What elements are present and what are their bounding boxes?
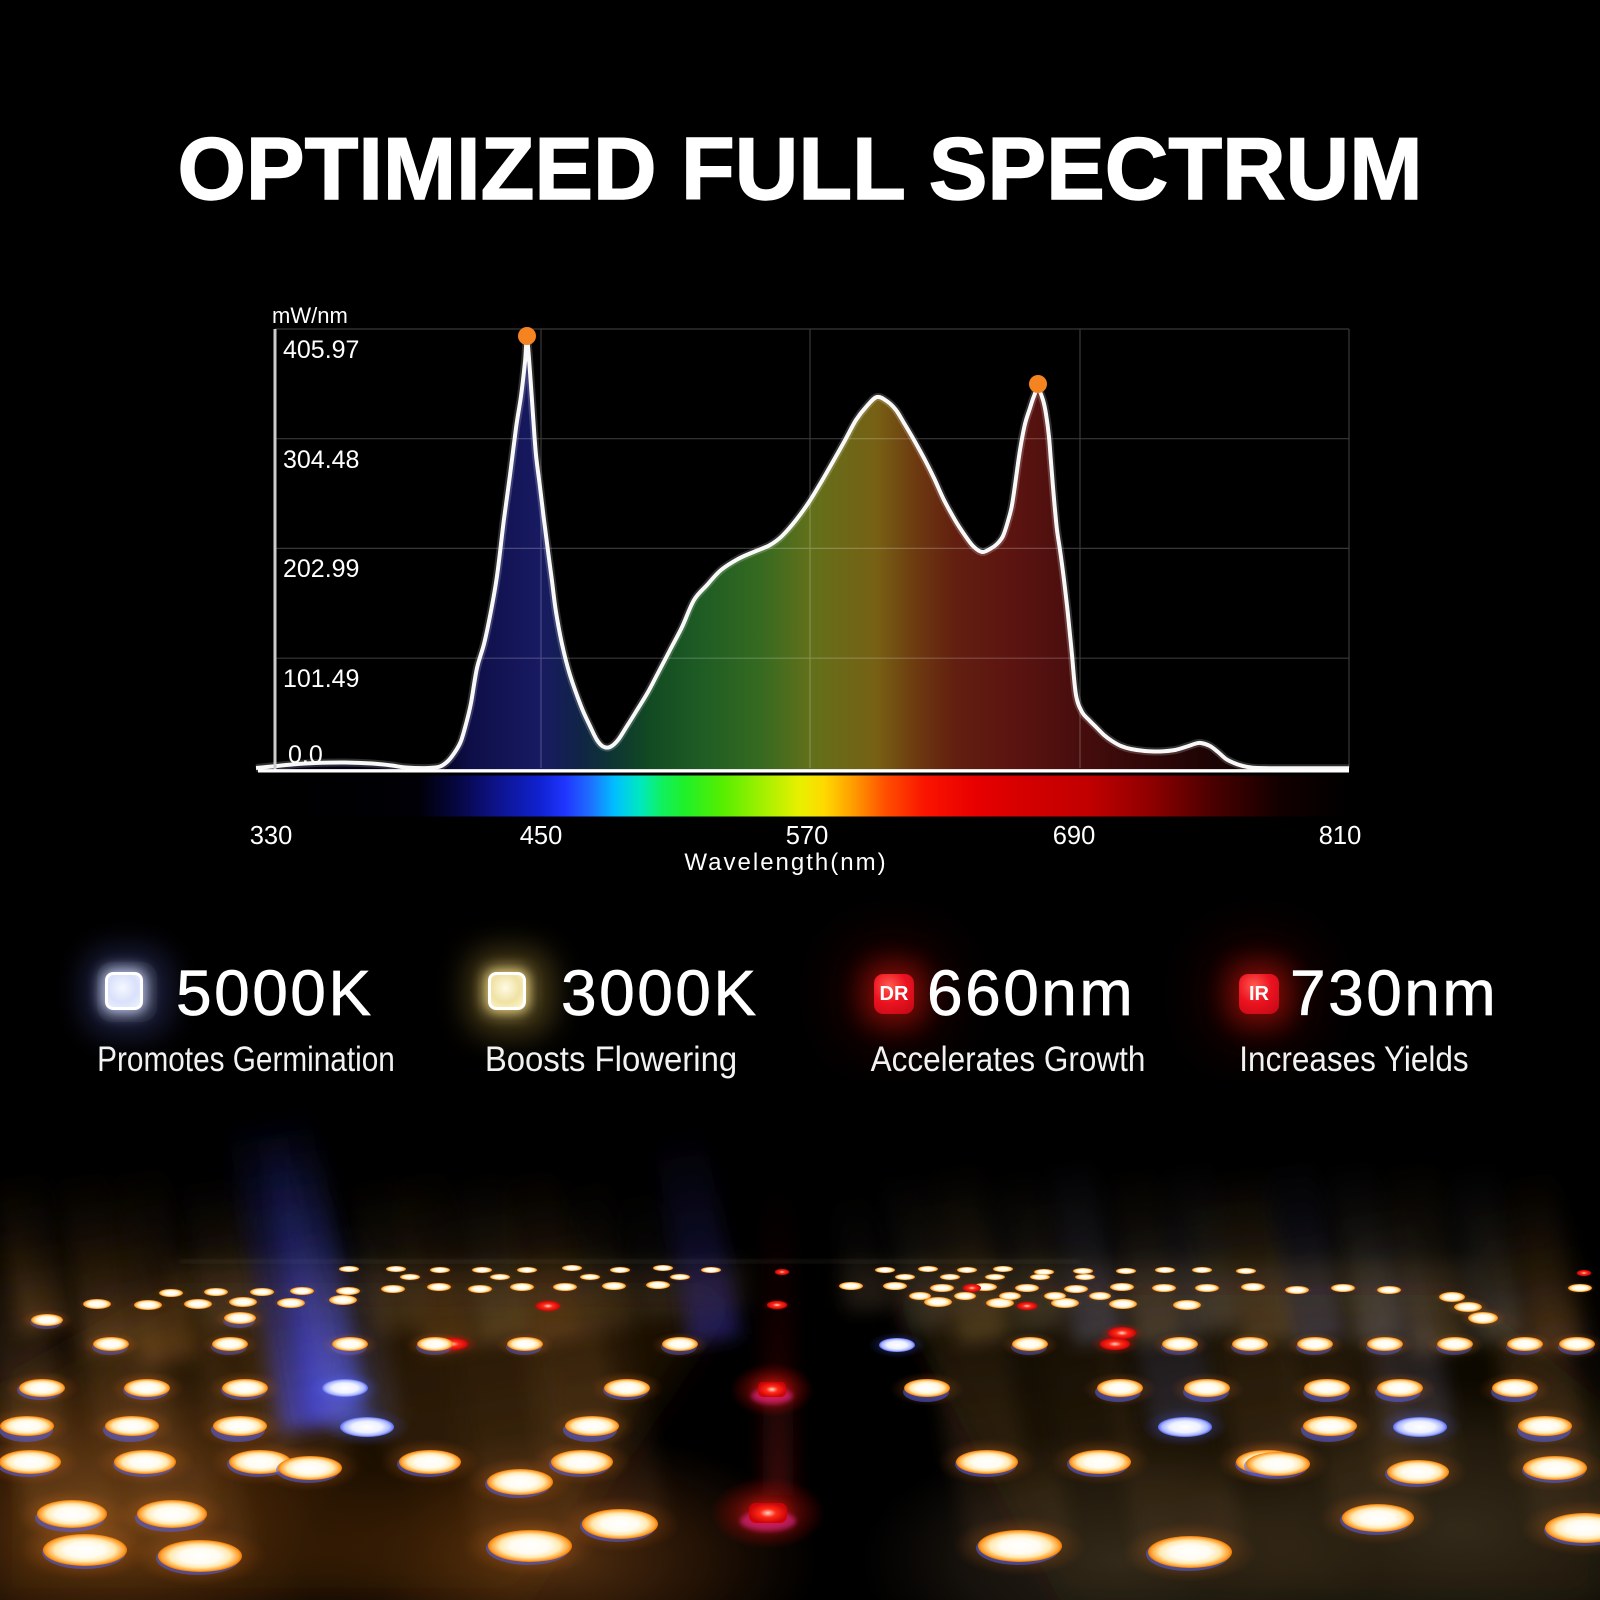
svg-text:0.0: 0.0 bbox=[288, 741, 323, 769]
svg-text:304.48: 304.48 bbox=[283, 446, 359, 474]
svg-text:mW/nm: mW/nm bbox=[272, 303, 348, 328]
svg-text:810: 810 bbox=[1319, 822, 1362, 850]
svg-text:202.99: 202.99 bbox=[283, 555, 359, 583]
svg-text:450: 450 bbox=[520, 822, 563, 850]
svg-text:330: 330 bbox=[250, 822, 293, 850]
svg-text:570: 570 bbox=[786, 822, 829, 850]
svg-text:Wavelength(nm): Wavelength(nm) bbox=[684, 849, 887, 876]
svg-text:101.49: 101.49 bbox=[283, 665, 359, 693]
svg-text:690: 690 bbox=[1053, 822, 1096, 850]
svg-text:405.97: 405.97 bbox=[283, 336, 359, 364]
